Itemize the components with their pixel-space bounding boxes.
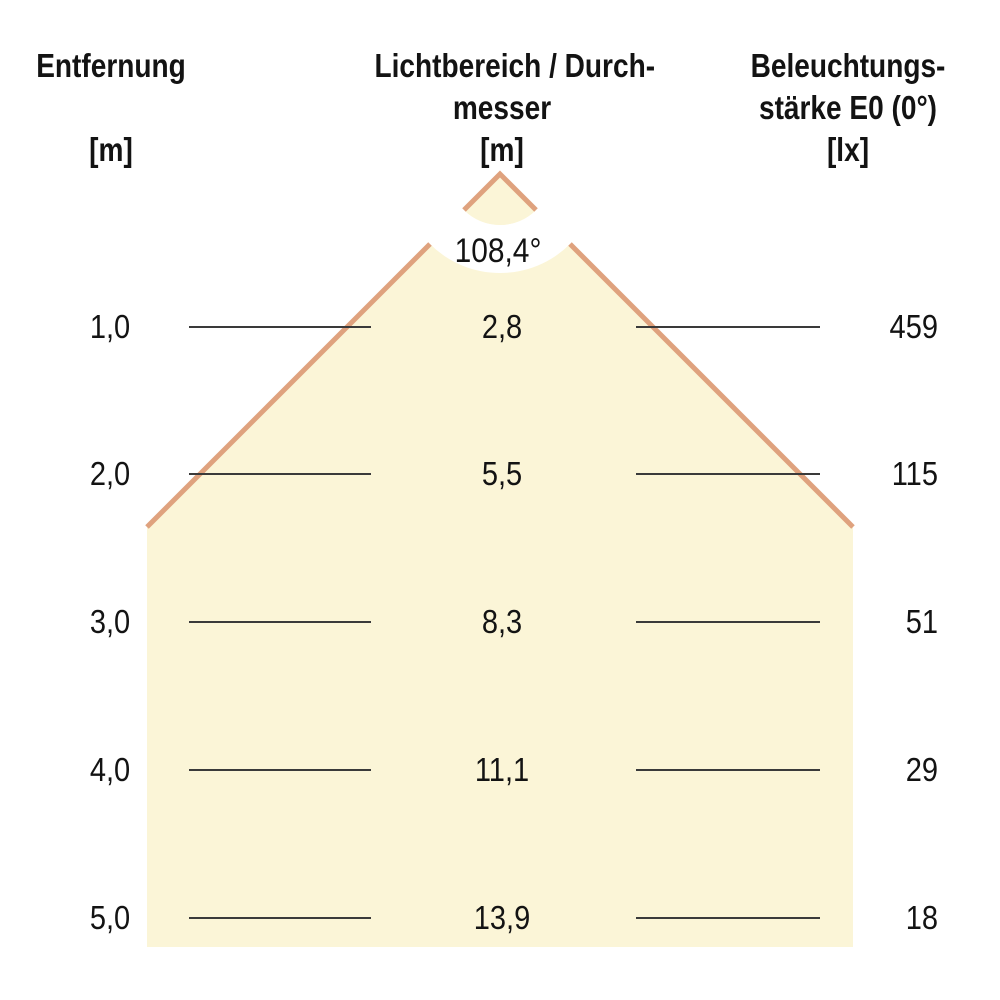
beam-cone-body (147, 174, 853, 947)
diameter-value: 8,3 (481, 603, 523, 640)
header-illuminance: Beleuchtungs- stärke E0 (0°) (721, 45, 976, 129)
header-distance: Entfernung (36, 47, 186, 84)
header-distance-unit: [m] (89, 131, 133, 168)
header-diameter-line2: messer (452, 89, 552, 126)
beam-left-edge (145, 242, 432, 529)
illuminance-value: 51 (905, 603, 938, 640)
diameter-value: 2,8 (481, 308, 523, 345)
beam-right-edge (568, 242, 855, 529)
illuminance-value: 459 (889, 308, 938, 345)
header-illuminance-line1: Beleuchtungs- (750, 47, 946, 84)
diameter-value: 13,9 (473, 899, 531, 936)
illuminance-value: 18 (905, 899, 938, 936)
diameter-value: 11,1 (474, 751, 530, 788)
distance-value: 4,0 (89, 751, 131, 788)
header-diameter: Lichtbereich / Durch- messer (374, 45, 656, 129)
distance-value: 1,0 (89, 308, 131, 345)
header-diameter-unit: [m] (480, 131, 524, 168)
header-illuminance-line2: stärke E0 (0°) (758, 89, 938, 126)
beam-angle-label: 108,4° (454, 232, 542, 270)
beam-angle-band (401, 75, 599, 273)
header-illuminance-unit: [lx] (826, 131, 870, 168)
distance-value: 3,0 (89, 603, 131, 640)
diameter-value: 5,5 (481, 455, 523, 492)
illuminance-value: 29 (905, 751, 938, 788)
distance-value: 5,0 (89, 899, 131, 936)
distance-value: 2,0 (89, 455, 131, 492)
beam-apex-wedge (464, 174, 536, 225)
beam-apex-edge (462, 170, 538, 212)
header-diameter-line1: Lichtbereich / Durch- (374, 47, 656, 84)
illuminance-value: 115 (891, 455, 938, 492)
